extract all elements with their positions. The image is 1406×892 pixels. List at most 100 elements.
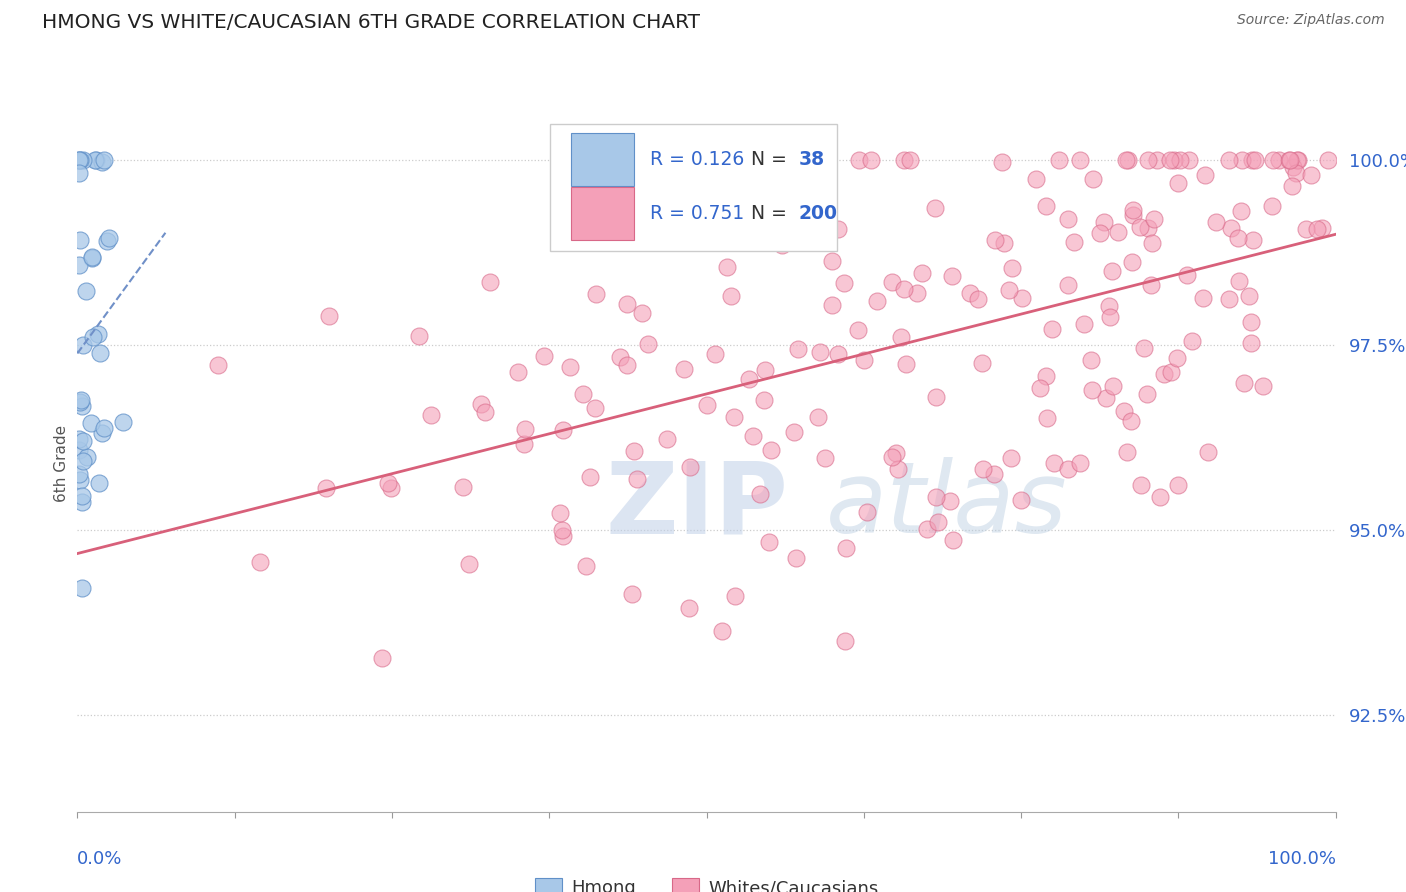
Point xyxy=(1286,153,1309,168)
Point xyxy=(111,415,134,429)
Point xyxy=(1116,153,1139,168)
Point xyxy=(1191,291,1213,305)
Point xyxy=(924,202,946,216)
Point xyxy=(770,237,793,252)
Point xyxy=(925,391,948,405)
Point xyxy=(1028,381,1050,395)
Point xyxy=(1227,231,1250,245)
Point xyxy=(898,153,921,168)
Point xyxy=(1073,317,1095,331)
Point xyxy=(984,234,1007,248)
Point xyxy=(533,349,555,363)
Point xyxy=(1101,264,1123,278)
Point xyxy=(959,286,981,301)
Point xyxy=(1159,153,1181,168)
Point xyxy=(583,401,606,416)
Point xyxy=(1279,153,1302,168)
Point xyxy=(1263,153,1285,168)
Point xyxy=(1043,456,1066,470)
Point xyxy=(616,358,638,372)
Point xyxy=(371,651,394,665)
Text: R = 0.126: R = 0.126 xyxy=(650,150,744,169)
Point xyxy=(821,298,844,312)
Point xyxy=(754,393,776,408)
Point xyxy=(513,422,536,436)
Point xyxy=(1010,492,1032,507)
Point xyxy=(93,153,115,168)
Point xyxy=(848,153,870,168)
FancyBboxPatch shape xyxy=(551,124,838,251)
Point xyxy=(942,533,965,547)
Point xyxy=(72,434,94,448)
Point xyxy=(1011,291,1033,305)
Point xyxy=(451,480,474,494)
Point xyxy=(666,153,689,168)
Point xyxy=(585,286,607,301)
Point xyxy=(72,338,94,352)
Point xyxy=(1306,222,1329,236)
Point xyxy=(886,462,908,476)
Point xyxy=(827,222,849,236)
Point xyxy=(420,408,443,422)
Point xyxy=(1281,160,1303,174)
Point xyxy=(679,459,702,474)
Point xyxy=(1040,321,1063,335)
Point xyxy=(1056,462,1078,476)
Point xyxy=(1219,221,1241,235)
Point xyxy=(315,481,337,495)
Point xyxy=(318,309,340,323)
Point xyxy=(758,535,780,549)
Point xyxy=(1163,153,1185,168)
Point xyxy=(67,433,90,447)
Point xyxy=(1000,451,1022,466)
Point xyxy=(1129,219,1152,234)
Point xyxy=(575,559,598,574)
Text: ZIP: ZIP xyxy=(606,457,789,554)
Point xyxy=(633,176,655,190)
Text: HMONG VS WHITE/CAUCASIAN 6TH GRADE CORRELATION CHART: HMONG VS WHITE/CAUCASIAN 6TH GRADE CORRE… xyxy=(42,13,700,32)
Point xyxy=(1239,335,1261,350)
Point xyxy=(83,153,105,168)
Point xyxy=(1035,199,1057,213)
Point xyxy=(377,476,399,491)
Point xyxy=(609,351,631,365)
Point xyxy=(1140,236,1163,251)
Point xyxy=(1063,235,1085,249)
Point xyxy=(1251,379,1274,393)
Point xyxy=(620,587,643,601)
Point xyxy=(927,516,949,530)
Point xyxy=(853,352,876,367)
Point xyxy=(748,486,770,500)
Point xyxy=(470,397,492,411)
Point xyxy=(754,363,776,377)
Point xyxy=(1136,221,1159,235)
Point xyxy=(846,323,869,337)
Point xyxy=(1081,384,1104,398)
Text: 200: 200 xyxy=(799,204,838,223)
Point xyxy=(1177,153,1199,168)
Point xyxy=(1268,153,1291,168)
Point xyxy=(89,346,111,360)
Point xyxy=(249,555,271,569)
Point xyxy=(703,347,725,361)
Point xyxy=(69,233,91,247)
Point xyxy=(723,409,745,424)
Point xyxy=(207,358,229,372)
Point xyxy=(72,399,94,413)
Text: 100.0%: 100.0% xyxy=(1268,850,1336,868)
Point xyxy=(821,254,844,268)
Point xyxy=(893,282,915,296)
Point xyxy=(1069,153,1091,168)
Point xyxy=(1149,490,1171,504)
Text: N =: N = xyxy=(751,204,786,223)
Point xyxy=(478,275,501,289)
Point xyxy=(1114,403,1136,417)
Point xyxy=(69,474,91,488)
Point xyxy=(548,507,571,521)
Point xyxy=(69,153,91,168)
Point xyxy=(80,250,103,264)
Text: Source: ZipAtlas.com: Source: ZipAtlas.com xyxy=(1237,13,1385,28)
Point xyxy=(993,235,1015,250)
Point xyxy=(785,551,807,566)
Legend: Hmong, Whites/Caucasians: Hmong, Whites/Caucasians xyxy=(527,871,886,892)
